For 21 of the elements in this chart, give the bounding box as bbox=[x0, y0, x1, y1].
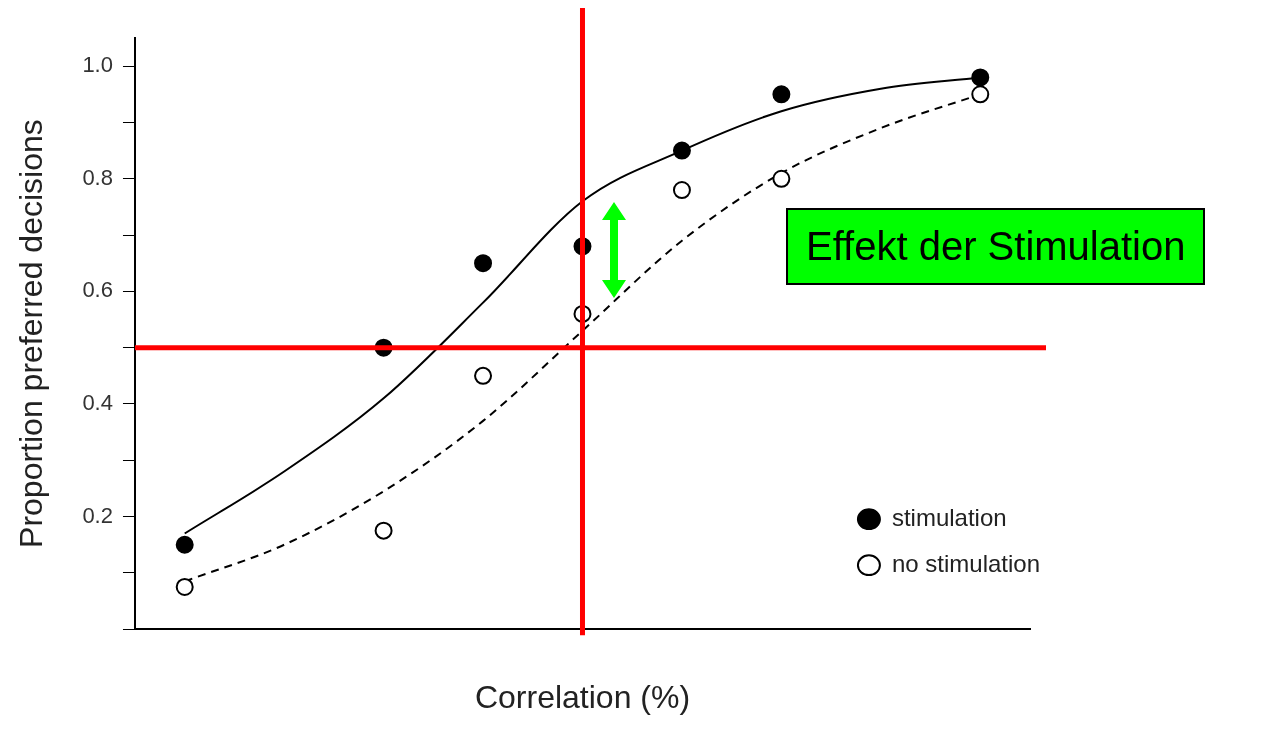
y-tick-label: 0.2 bbox=[82, 502, 113, 528]
point bbox=[772, 169, 791, 188]
point bbox=[175, 577, 194, 596]
y-tick-label: 1.0 bbox=[82, 52, 113, 78]
annotation: Effekt der Stimulation bbox=[786, 208, 1206, 285]
point bbox=[772, 85, 791, 104]
y-tick-label: 0.4 bbox=[82, 390, 113, 416]
point bbox=[374, 521, 393, 540]
point bbox=[971, 68, 990, 87]
point bbox=[474, 366, 493, 385]
point bbox=[672, 181, 691, 200]
y-tick-label: 0.6 bbox=[82, 277, 113, 303]
x-axis-title: Correlation (%) bbox=[474, 678, 691, 715]
y-axis-title: Proportion preferred decisions bbox=[13, 119, 50, 548]
point bbox=[971, 85, 990, 104]
point bbox=[672, 141, 691, 160]
point bbox=[175, 535, 194, 554]
legend-label: no stimulation bbox=[891, 549, 1040, 577]
y-tick-label: 0.8 bbox=[82, 164, 113, 190]
point bbox=[474, 254, 493, 273]
legend-label: stimulation bbox=[891, 503, 1007, 531]
